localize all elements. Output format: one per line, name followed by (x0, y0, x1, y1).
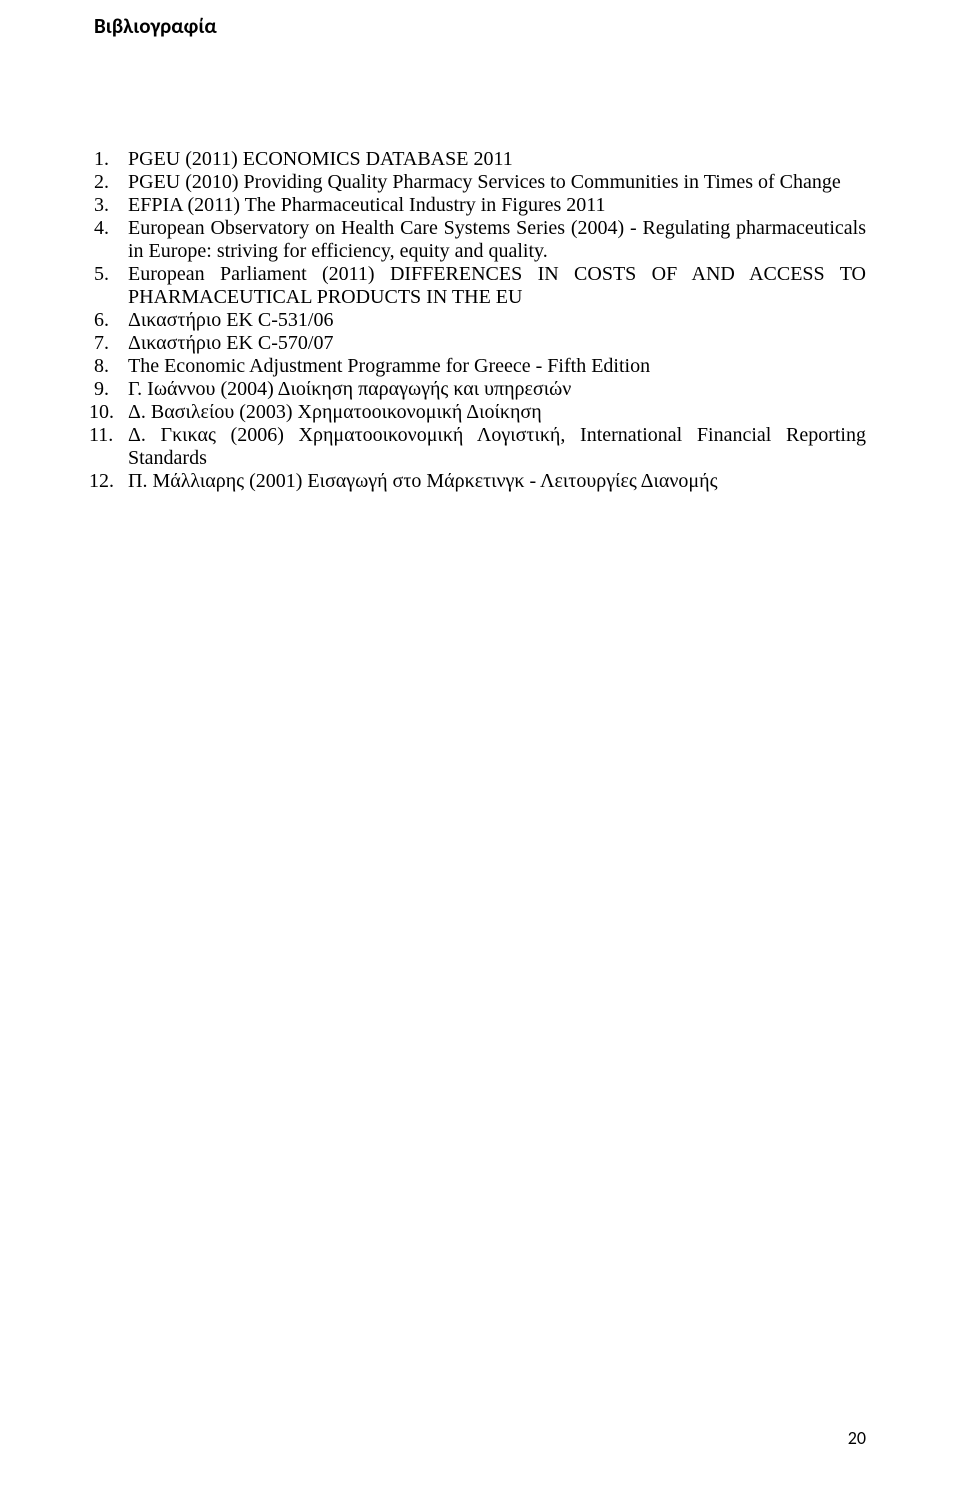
list-item: Δικαστήριο ΕΚ C-570/07 (128, 332, 866, 355)
list-item: The Economic Adjustment Programme for Gr… (128, 355, 866, 378)
page-number: 20 (848, 1428, 866, 1449)
list-item: Δ. Βασιλείου (2003) Χρηματοοικονομική Δι… (128, 401, 866, 424)
list-item: PGEU (2011) ECONOMICS DATABASE 2011 (128, 148, 866, 171)
list-item: Δ. Γκικας (2006) Χρηματοοικονομική Λογισ… (128, 424, 866, 470)
list-item: European Observatory on Health Care Syst… (128, 217, 866, 263)
bibliography-list: PGEU (2011) ECONOMICS DATABASE 2011 PGEU… (94, 148, 866, 493)
list-item: Π. Μάλλιαρης (2001) Εισαγωγή στο Μάρκετι… (128, 470, 866, 493)
section-heading: Βιβλιογραφία (94, 14, 866, 38)
list-item: European Parliament (2011) DIFFERENCES I… (128, 263, 866, 309)
list-item: EFPIA (2011) The Pharmaceutical Industry… (128, 194, 866, 217)
list-item: PGEU (2010) Providing Quality Pharmacy S… (128, 171, 866, 194)
list-item: Γ. Ιωάννου (2004) Διοίκηση παραγωγής και… (128, 378, 866, 401)
list-item: Δικαστήριο ΕΚ C-531/06 (128, 309, 866, 332)
